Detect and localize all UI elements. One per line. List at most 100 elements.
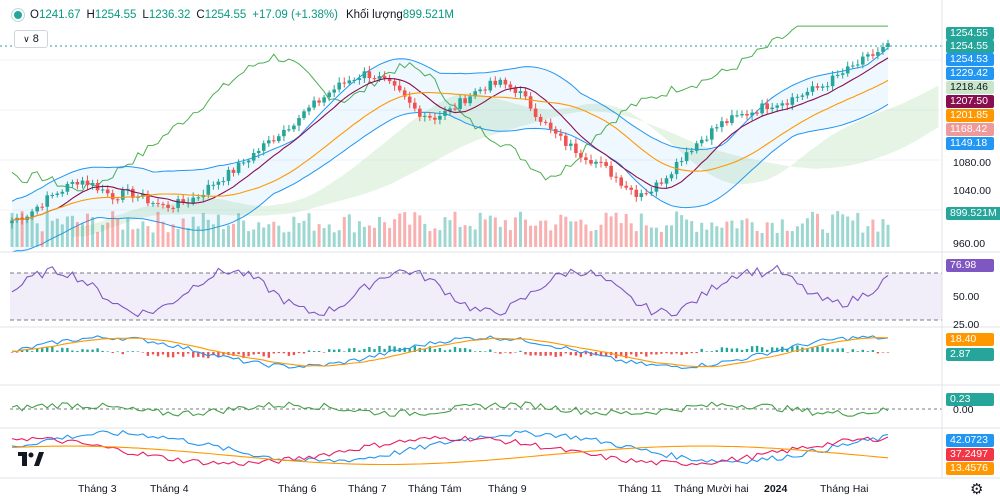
candle-body: [317, 100, 321, 103]
close-label: C: [196, 9, 205, 21]
volume-bar: [831, 214, 835, 247]
macd-histogram-bar: [675, 352, 678, 354]
candle-body: [664, 178, 669, 184]
macd-histogram-bar: [136, 351, 140, 352]
gear-icon[interactable]: ⚙: [970, 481, 984, 498]
candle-body: [770, 107, 774, 110]
price-high-tag: 1254.55: [946, 40, 994, 53]
candle-body: [684, 152, 689, 162]
indicators-collapse-button[interactable]: ∨ 8: [14, 30, 48, 48]
volume-bar: [534, 225, 538, 247]
volume-bar: [267, 224, 271, 247]
macd-histogram-bar: [282, 352, 286, 354]
macd-histogram-bar: [338, 349, 341, 352]
macd-histogram-bar: [106, 351, 109, 352]
macd-histogram-bar: [509, 352, 512, 354]
candle-body: [80, 180, 85, 185]
macd-histogram-bar: [378, 346, 381, 352]
volume-bar: [211, 224, 215, 247]
dmi-minus-tag: 37.2497: [946, 448, 994, 461]
volume-bar: [795, 226, 799, 247]
macd-histogram-bar: [343, 351, 346, 352]
macd-histogram-bar: [66, 348, 69, 352]
macd-histogram-bar: [554, 352, 557, 357]
tradingview-logo[interactable]: [18, 452, 44, 469]
macd-histogram-bar: [166, 352, 170, 358]
volume-bar: [156, 211, 160, 247]
volume-bar: [10, 212, 14, 247]
macd-histogram-bar: [408, 348, 411, 352]
volume-bar: [609, 216, 613, 247]
candle-body: [498, 79, 503, 85]
candle-body: [589, 160, 593, 164]
volume-bar: [675, 211, 679, 247]
candle-body: [835, 74, 840, 76]
volume-bar: [856, 212, 860, 247]
macd-histogram-bar: [91, 349, 94, 352]
macd-histogram-bar: [302, 352, 306, 354]
volume-bar: [257, 222, 261, 247]
volume-bar: [498, 226, 502, 247]
macd-line: [11, 335, 889, 369]
candle-body: [765, 103, 769, 110]
macd-histogram-bar: [655, 352, 658, 355]
macd-histogram-bar: [579, 352, 583, 358]
macd-histogram-bar: [861, 349, 864, 352]
candle-body: [407, 96, 412, 103]
candle-body: [100, 189, 105, 191]
macd-histogram-bar: [438, 348, 442, 352]
candle-body: [659, 182, 664, 184]
volume-bar: [201, 213, 205, 247]
macd-histogram-bar: [489, 349, 492, 352]
candle-body: [815, 86, 820, 88]
macd-histogram-bar: [232, 352, 235, 356]
macd-histogram-bar: [171, 352, 175, 358]
macd-histogram-bar: [479, 351, 482, 352]
candle-body: [70, 182, 75, 184]
volume-bar: [25, 219, 29, 247]
moving-averages: [11, 57, 889, 222]
candle-body: [543, 121, 548, 123]
volume-bar: [438, 230, 442, 247]
volume-bar: [40, 231, 44, 247]
time-label: Tháng Mười hai: [674, 483, 749, 495]
adx-line: [11, 445, 889, 466]
macd-hist-tag: 2.87: [946, 348, 994, 361]
macd-histogram-bar: [635, 352, 638, 357]
candle-body: [256, 150, 261, 154]
macd-histogram-bar: [735, 348, 739, 352]
macd-histogram-bar: [625, 352, 628, 359]
candle-body: [810, 86, 815, 92]
macd-histogram-bar: [665, 352, 668, 354]
candle-body: [428, 115, 432, 118]
volume-bar: [644, 225, 648, 247]
candle-body: [267, 140, 271, 144]
candle-body: [523, 91, 528, 97]
volume-bar: [136, 228, 140, 247]
macd-histogram-bar: [428, 346, 432, 352]
candle-body: [528, 96, 533, 109]
candle-body: [236, 162, 241, 173]
macd-value-tag: 18.40: [946, 333, 994, 346]
macd-histogram-bar: [549, 352, 552, 356]
macd-histogram-bar: [202, 352, 205, 358]
macd-histogram-bar: [20, 349, 24, 352]
candle-body: [55, 193, 60, 195]
volume-bar: [378, 216, 381, 247]
macd-histogram-bar: [81, 349, 84, 352]
macd-histogram-bar: [76, 351, 79, 352]
macd-histogram-bar: [458, 348, 462, 352]
candle-body: [342, 82, 347, 84]
candle-body: [216, 181, 221, 185]
candle-body: [599, 161, 603, 163]
candle-body: [840, 73, 845, 75]
volume-bar: [232, 223, 235, 247]
candle-body: [830, 75, 835, 87]
low-value: 1236.32: [148, 9, 191, 21]
candle-body: [845, 66, 850, 74]
candle-body: [694, 143, 699, 151]
macd-histogram-bar: [494, 352, 497, 353]
candle-body: [438, 115, 442, 120]
macd-histogram-bar: [484, 351, 487, 352]
